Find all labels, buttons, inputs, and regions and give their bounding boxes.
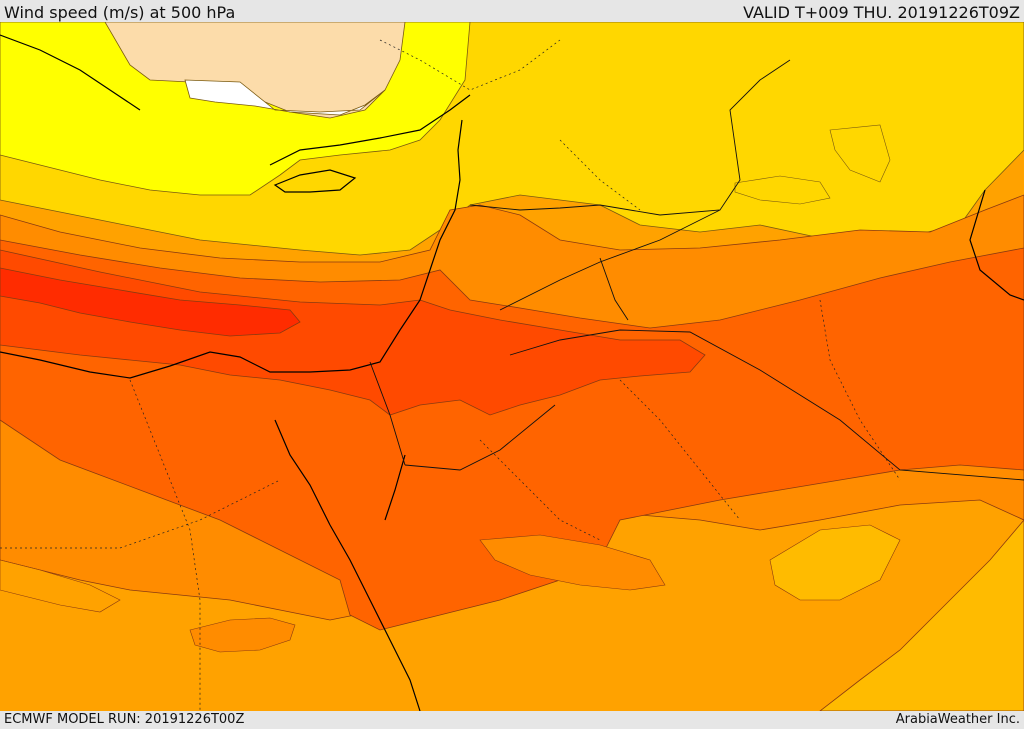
internal-borders (0, 39, 901, 711)
wind-speed-field (0, 22, 1024, 711)
field-se-light-2 (769, 524, 901, 601)
field-yellow-east (734, 175, 831, 205)
footer-bar: ECMWF MODEL RUN: 20191226T00Z ArabiaWeat… (0, 711, 1024, 729)
field-red-core (0, 267, 301, 337)
field-white (184, 79, 386, 116)
country-borders (369, 59, 1024, 481)
header-bar: Wind speed (m/s) at 500 hPa VALID T+009 … (0, 0, 1024, 22)
field-yellow-east-2 (829, 124, 891, 183)
model-run: ECMWF MODEL RUN: 20191226T00Z (4, 712, 245, 727)
weather-map (0, 22, 1024, 711)
map-title: Wind speed (m/s) at 500 hPa (4, 3, 236, 22)
coastlines (0, 34, 1024, 711)
brand-credit: ArabiaWeather Inc. (895, 712, 1020, 727)
field-orange-lobe-3 (479, 534, 666, 591)
field-orange-lobe-1 (0, 559, 121, 613)
valid-time: VALID T+009 THU. 20191226T09Z (743, 3, 1020, 22)
field-orange-lobe-2 (189, 617, 296, 653)
field-se-light (819, 519, 1024, 711)
